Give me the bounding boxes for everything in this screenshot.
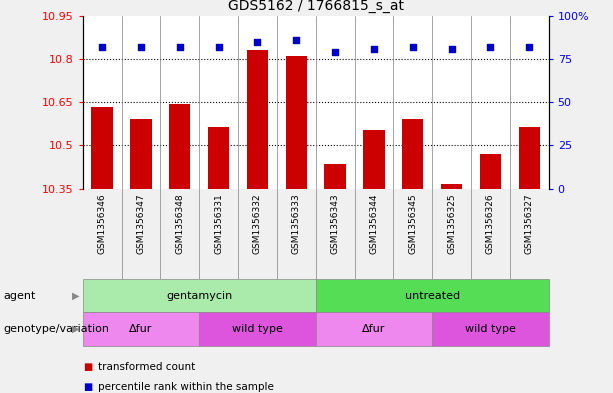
Text: wild type: wild type — [232, 324, 283, 334]
Text: ▶: ▶ — [72, 291, 80, 301]
Text: GSM1356343: GSM1356343 — [330, 193, 340, 254]
Text: wild type: wild type — [465, 324, 516, 334]
Text: transformed count: transformed count — [98, 362, 196, 373]
Text: GSM1356346: GSM1356346 — [97, 193, 107, 254]
Text: GSM1356332: GSM1356332 — [253, 193, 262, 254]
Bar — [169, 104, 191, 189]
Bar — [480, 154, 501, 189]
Point — [97, 44, 107, 50]
Point — [253, 39, 262, 45]
Text: GSM1356331: GSM1356331 — [214, 193, 223, 254]
Bar — [131, 119, 151, 189]
Text: GSM1356348: GSM1356348 — [175, 193, 185, 254]
Point — [136, 44, 146, 50]
Point — [485, 44, 495, 50]
Point — [214, 44, 224, 50]
Text: GSM1356327: GSM1356327 — [525, 193, 534, 254]
Title: GDS5162 / 1766815_s_at: GDS5162 / 1766815_s_at — [227, 0, 404, 13]
Text: GSM1356347: GSM1356347 — [137, 193, 145, 254]
Text: ■: ■ — [83, 362, 92, 373]
Point — [524, 44, 534, 50]
Bar — [364, 130, 384, 189]
Point — [369, 46, 379, 52]
Point — [291, 37, 301, 43]
Text: Δfur: Δfur — [362, 324, 386, 334]
Point — [330, 49, 340, 55]
Bar — [286, 56, 307, 189]
Text: GSM1356333: GSM1356333 — [292, 193, 301, 254]
Bar — [441, 184, 462, 189]
Bar — [402, 119, 424, 189]
Text: GSM1356344: GSM1356344 — [370, 193, 378, 253]
Text: untreated: untreated — [405, 291, 460, 301]
Point — [408, 44, 417, 50]
Text: GSM1356326: GSM1356326 — [486, 193, 495, 254]
Text: ▶: ▶ — [72, 324, 80, 334]
Text: ■: ■ — [83, 382, 92, 392]
Bar — [324, 164, 346, 189]
Text: gentamycin: gentamycin — [166, 291, 232, 301]
Bar — [519, 127, 540, 189]
Text: Δfur: Δfur — [129, 324, 153, 334]
Text: genotype/variation: genotype/variation — [3, 324, 109, 334]
Text: GSM1356345: GSM1356345 — [408, 193, 417, 254]
Text: agent: agent — [3, 291, 36, 301]
Bar — [208, 127, 229, 189]
Point — [447, 46, 457, 52]
Text: GSM1356325: GSM1356325 — [447, 193, 456, 254]
Bar — [247, 50, 268, 189]
Text: percentile rank within the sample: percentile rank within the sample — [98, 382, 274, 392]
Point — [175, 44, 185, 50]
Bar — [91, 107, 113, 189]
